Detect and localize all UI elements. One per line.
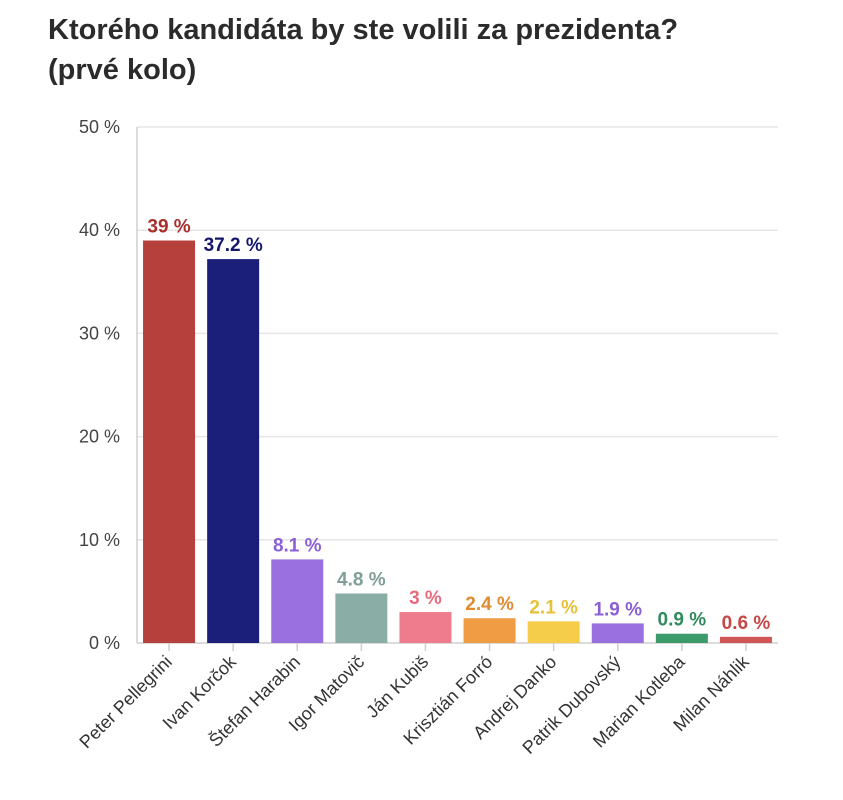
bars xyxy=(143,240,772,643)
y-tick-label: 0 % xyxy=(89,633,120,653)
bar-value-labels: 39 % 37.2 % 8.1 % 4.8 % 3 % 2.4 % 2.1 % 1.9 % 0.… xyxy=(147,217,770,634)
bar-value-label: 0.9 % xyxy=(658,610,707,631)
chart-subtitle: (prvé kolo) xyxy=(48,54,197,86)
bar-value-label: 8.1 % xyxy=(273,535,322,556)
y-axis: 0 % 10 % 20 % 30 % 40 % 50 % xyxy=(79,117,138,653)
bar-value-label: 4.8 % xyxy=(337,569,386,590)
bar-value-label: 1.9 % xyxy=(593,599,642,620)
bar xyxy=(399,612,452,643)
bar-value-label: 3 % xyxy=(409,588,442,609)
bar-value-label: 2.4 % xyxy=(465,594,514,615)
bar xyxy=(527,621,580,643)
x-tick-label: Peter Pellegrini xyxy=(75,652,175,752)
bar xyxy=(719,636,772,643)
y-tick-label: 10 % xyxy=(79,530,120,550)
bar xyxy=(655,633,708,643)
bar xyxy=(143,240,196,643)
y-tick-label: 40 % xyxy=(79,220,120,240)
bar xyxy=(335,593,388,643)
y-tick-label: 50 % xyxy=(79,117,120,137)
bar-value-label: 0.6 % xyxy=(722,613,771,634)
bar xyxy=(591,623,644,643)
bar xyxy=(207,259,260,643)
bar xyxy=(463,618,516,643)
chart-title: Ktorého kandidáta by ste volili za prezi… xyxy=(48,10,828,90)
bar xyxy=(271,559,324,643)
bar-value-label: 39 % xyxy=(147,217,190,238)
bar-value-label: 37.2 % xyxy=(204,235,263,256)
y-tick-label: 30 % xyxy=(79,323,120,343)
y-tick-label: 20 % xyxy=(79,427,120,447)
chart-title-line: Ktorého kandidáta by ste volili za prezi… xyxy=(48,14,679,46)
bar-value-label: 2.1 % xyxy=(529,597,578,618)
